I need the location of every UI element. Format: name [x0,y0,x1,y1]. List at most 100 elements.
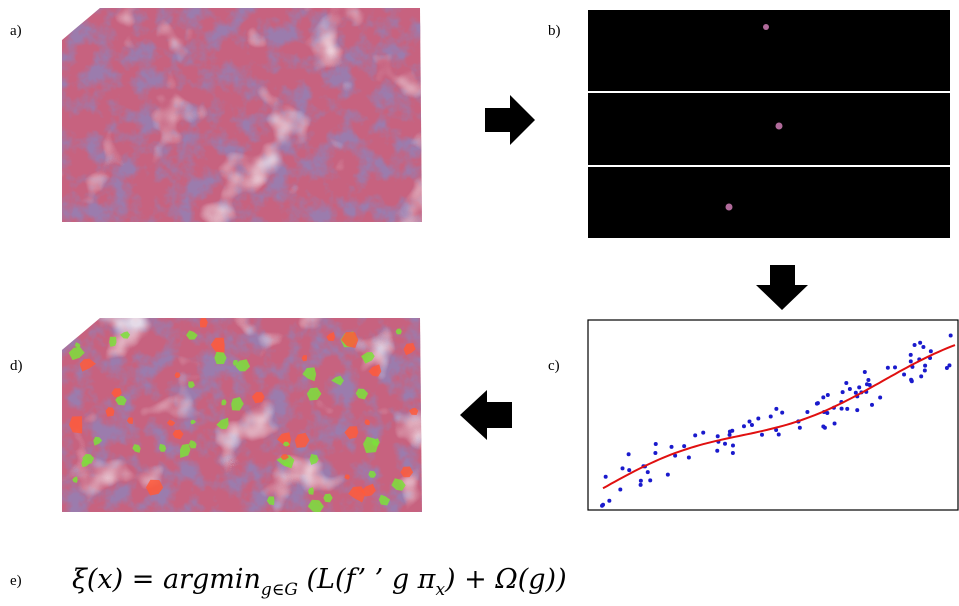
superpixel [186,330,198,340]
scatter-dot [741,424,746,429]
scatter-dot [893,365,898,370]
superpixel [214,351,227,365]
superpixel [93,436,103,446]
scatter-dot [749,423,754,428]
scatter-dot [832,421,837,426]
scatter-dot [759,432,764,437]
superpixel [120,331,131,339]
superpixel [361,483,376,497]
patch-panel [588,10,950,238]
scatter-dot [922,368,927,373]
scatter-dot [923,363,928,368]
scatter-dot [855,408,860,413]
formula: ξ(x) = argming∈G (L(f’ ’ g πx) + Ω(g)) [72,564,567,600]
scatter-dot [723,441,728,446]
superpixel [188,440,197,449]
scatter-dot [918,340,923,345]
scatter-dot [607,498,612,503]
scatter-dot [645,470,650,475]
superpixel [294,432,310,448]
scatter-dot [780,410,785,415]
scatter-dot [821,395,826,400]
scatter-dot [747,419,752,424]
scatter-dot [912,342,917,347]
arrow-down [756,265,808,310]
scatter-dot [603,474,608,479]
superpixel [232,360,238,366]
superpixel [81,459,90,468]
scatter-dot [620,466,625,471]
superpixel [309,454,319,465]
scatter-dot [638,482,643,487]
superpixel [221,399,227,406]
panel-label: d) [10,358,23,374]
scatter-dot [909,377,914,382]
scatter-dot [626,452,631,457]
scatter-dot [776,432,781,437]
superpixel [79,358,96,372]
superpixel [68,347,85,361]
superpixel [326,332,335,341]
scatter-dot [869,402,874,407]
surrogate-plot [587,319,959,511]
panel-label: b) [548,23,561,39]
explained-image [62,318,422,512]
superpixel [266,496,275,506]
scatter-dot [921,344,926,349]
superpixel [180,443,191,458]
scatter-dot [669,444,674,449]
scatter-dot [715,448,720,453]
superpixel [210,337,225,353]
scatter-dot [947,363,952,368]
scatter-dot [730,443,735,448]
scatter-dot [902,372,907,377]
scatter-dot [928,349,933,354]
formula-part: ξ(x) = argmin [72,564,261,595]
formula-part: (L(f’ ’ g π [298,564,437,595]
fit-curve [602,344,956,490]
superpixel [188,381,195,388]
superpixel [364,419,370,426]
superpixel [344,426,359,440]
scatter-dot [727,429,732,434]
scatter-dot [845,406,850,411]
scatter-dot [648,478,653,483]
superpixel [282,441,290,447]
scatter-dot [919,374,924,379]
superpixel [307,499,324,512]
scatter-dot [853,390,858,395]
scatter-dot [944,366,949,371]
arrow-left [460,390,512,440]
scatter-dot [908,359,913,364]
superpixel [145,479,164,496]
scatter-dot [730,451,735,456]
scatter-dot [774,406,779,411]
superpixel [348,486,366,503]
superpixel [231,397,244,411]
scatter-dot [686,455,691,460]
superpixel [111,388,122,398]
scatter-dot [768,414,773,419]
panel-label: c) [548,358,560,374]
panel-label: a) [10,23,22,39]
superpixel [132,444,141,453]
formula-part: ) + Ω(g)) [444,564,567,595]
scatter-dot [627,468,632,473]
superpixel [74,342,81,348]
scatter-dot [878,395,883,400]
superpixel [276,455,295,469]
scatter-dot [885,365,890,370]
superpixel [323,493,333,503]
scatter-dot [682,444,687,449]
superpixel [199,318,208,328]
scatter-dot [601,502,606,507]
superpixel [308,487,314,495]
scatter-dot [866,378,871,383]
scatter-dot [653,442,658,447]
scatter-dot [715,434,720,439]
superpixel [280,454,289,460]
formula-sub: g∈G [261,580,298,600]
superpixel [344,474,350,480]
scatter-dot [638,478,643,483]
